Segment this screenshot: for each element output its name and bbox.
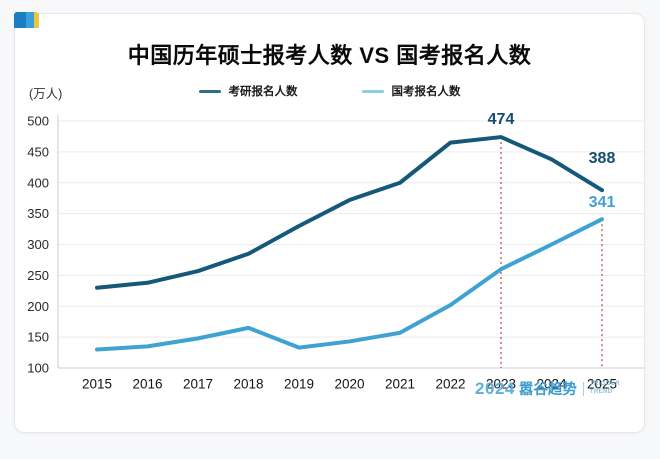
brand-tab-blue xyxy=(14,12,26,28)
legend-label-civil-exam: 国考报名人数 xyxy=(391,86,461,98)
brand-tab-icon xyxy=(14,12,39,28)
brand-logo: 2024 嚣谷趋势 TRIGGER TREND xyxy=(475,378,620,399)
legend-swatch-grad-exam xyxy=(198,89,221,93)
legend-swatch-civil-exam xyxy=(361,89,384,93)
brand-tagline-line2: TREND xyxy=(589,388,613,395)
brand-logo-divider xyxy=(582,381,584,396)
brand-tagline-line1: TRIGGER xyxy=(589,381,620,388)
chart-legend: 考研报名人数 国考报名人数 xyxy=(15,83,644,99)
brand-logo-tagline: TRIGGER TREND xyxy=(590,381,620,395)
brand-logo-year: 2024 xyxy=(475,378,515,398)
brand-logo-name: 嚣谷趋势 xyxy=(518,382,577,398)
legend-item-grad-exam: 考研报名人数 xyxy=(198,83,298,99)
chart-card: 中国历年硕士报考人数 VS 国考报名人数 考研报名人数 国考报名人数 (万人) … xyxy=(14,13,645,433)
brand-tab-yellow xyxy=(34,12,39,28)
y-axis-unit-label: (万人) xyxy=(29,87,63,101)
chart-title: 中国历年硕士报考人数 VS 国考报名人数 xyxy=(127,43,532,68)
brand-tab-lightblue xyxy=(26,12,34,28)
legend-label-grad-exam: 考研报名人数 xyxy=(228,86,298,98)
legend-item-civil-exam: 国考报名人数 xyxy=(361,83,461,99)
